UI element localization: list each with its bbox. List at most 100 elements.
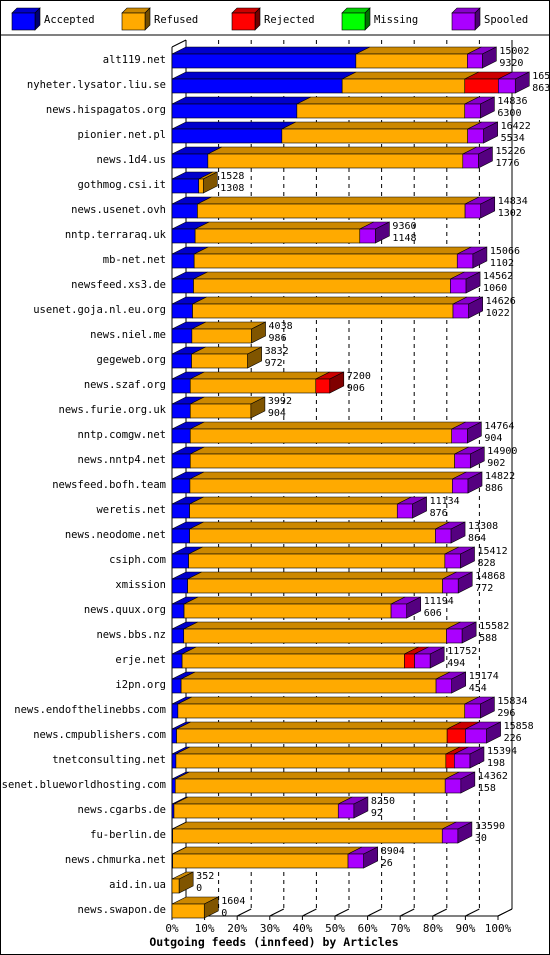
bar-accepted bbox=[171, 328, 193, 344]
offered-count-label: 14836 bbox=[497, 96, 527, 107]
category-label: news.szaf.org bbox=[84, 379, 166, 391]
offered-count-label: 1604 bbox=[221, 896, 245, 907]
bar-accepted bbox=[171, 78, 343, 94]
bar-top-refused bbox=[195, 221, 374, 230]
bar-spooled bbox=[467, 53, 483, 69]
bar-accepted bbox=[171, 428, 191, 444]
legend-label-spooled: Spooled bbox=[484, 14, 528, 26]
bar-spooled bbox=[454, 453, 471, 469]
bar-spooled bbox=[462, 153, 479, 169]
bar-accepted bbox=[171, 128, 283, 144]
accepted-count-label: 906 bbox=[347, 383, 365, 394]
bar-top-accepted bbox=[171, 121, 296, 130]
category-label: news.hispagatos.org bbox=[46, 104, 166, 116]
category-label: nntp.terraraq.uk bbox=[65, 229, 167, 241]
bar-refused bbox=[191, 353, 248, 369]
category-label: news.niel.me bbox=[90, 329, 166, 341]
bar-top-refused bbox=[207, 146, 477, 155]
plot-area: 0% 10% 20% 30% 40% 50% 60% 70% 80% 90% 100% alt119.… bbox=[0, 39, 550, 935]
x-tick-label: 30% bbox=[260, 922, 280, 935]
accepted-count-label: 902 bbox=[487, 458, 505, 469]
bar-accepted bbox=[171, 178, 200, 194]
bar-side bbox=[478, 146, 493, 169]
bar-rejected bbox=[445, 753, 455, 769]
offered-count-label: 15412 bbox=[478, 546, 508, 557]
legend-label-rejected: Rejected bbox=[264, 14, 315, 26]
bar-spooled bbox=[498, 78, 516, 94]
bar-accepted bbox=[171, 728, 177, 744]
category-label: nntp.comgw.net bbox=[77, 429, 166, 441]
category-label: aid.in.ua bbox=[109, 879, 166, 891]
bar-accepted bbox=[171, 303, 193, 319]
bar-spooled bbox=[347, 853, 364, 869]
accepted-count-label: 30 bbox=[475, 833, 487, 844]
accepted-count-label: 1302 bbox=[498, 208, 522, 219]
bar-refused bbox=[172, 853, 349, 869]
offered-count-label: 14822 bbox=[485, 471, 515, 482]
accepted-count-label: 1308 bbox=[220, 183, 244, 194]
bar-refused bbox=[207, 153, 464, 169]
bar-refused bbox=[355, 53, 468, 69]
bar-refused bbox=[189, 428, 453, 444]
category-label: news.1d4.us bbox=[96, 154, 166, 166]
legend-label-refused: Refused bbox=[154, 14, 198, 26]
bar-accepted bbox=[171, 278, 194, 294]
bar-top-refused bbox=[173, 796, 353, 805]
bar-refused bbox=[174, 778, 446, 794]
bar-top-refused bbox=[180, 671, 451, 680]
x-tick-label: 50% bbox=[325, 922, 345, 935]
bar-spooled bbox=[451, 428, 468, 444]
bar-spooled bbox=[452, 303, 469, 319]
offered-count-label: 14834 bbox=[498, 196, 528, 207]
x-tick-label: 20% bbox=[227, 922, 247, 935]
bar-accepted bbox=[171, 753, 177, 769]
bar-spooled bbox=[450, 278, 467, 294]
bar-spooled bbox=[414, 653, 431, 669]
accepted-count-label: 864 bbox=[468, 533, 486, 544]
bar-refused bbox=[197, 203, 466, 219]
offered-count-label: 4038 bbox=[269, 321, 293, 332]
offered-count-label: 14362 bbox=[478, 771, 508, 782]
category-label: newsfeed.xs3.de bbox=[71, 279, 166, 291]
x-tick-mark bbox=[367, 908, 382, 917]
bar-top-refused bbox=[172, 846, 363, 855]
offered-count-label: 11194 bbox=[424, 596, 454, 607]
bar-accepted bbox=[171, 378, 191, 394]
bar-refused bbox=[180, 678, 437, 694]
accepted-count-label: 1148 bbox=[392, 233, 416, 244]
legend-swatch-refused bbox=[121, 12, 146, 31]
category-label: tnetconsulting.net bbox=[52, 754, 166, 766]
accepted-count-label: 1102 bbox=[490, 258, 514, 269]
offered-count-label: 15394 bbox=[487, 746, 517, 757]
bar-spooled bbox=[435, 678, 453, 694]
bar-refused bbox=[189, 453, 455, 469]
bar-side bbox=[468, 296, 483, 319]
bar-refused bbox=[189, 528, 436, 544]
bar-side bbox=[363, 846, 378, 869]
bar-side bbox=[482, 46, 497, 69]
offered-count-label: 11134 bbox=[430, 496, 460, 507]
bar-side bbox=[460, 546, 475, 569]
bar-refused bbox=[171, 878, 180, 894]
accepted-count-label: 986 bbox=[269, 333, 287, 344]
accepted-count-label: 828 bbox=[478, 558, 496, 569]
bar-accepted bbox=[171, 478, 191, 494]
bar-refused bbox=[183, 628, 447, 644]
offered-count-label: 15582 bbox=[479, 621, 509, 632]
offered-count-label: 15834 bbox=[497, 696, 527, 707]
bar-refused bbox=[172, 828, 443, 844]
bar-refused bbox=[171, 903, 205, 919]
bar-accepted bbox=[171, 103, 298, 119]
category-label: usenet.goja.nl.eu.org bbox=[33, 304, 166, 316]
x-tick-mark bbox=[334, 908, 350, 917]
category-label: pionier.net.pl bbox=[77, 129, 166, 141]
category-label: mb-net.net bbox=[103, 254, 166, 266]
x-tick-mark bbox=[236, 908, 252, 917]
bar-top-accepted bbox=[171, 96, 311, 105]
bar-spooled bbox=[454, 753, 471, 769]
bar-side bbox=[467, 471, 483, 494]
x-tick-label: 60% bbox=[358, 922, 378, 935]
bar-accepted bbox=[171, 628, 185, 644]
category-label: news.swapon.de bbox=[77, 904, 166, 916]
offered-count-label: 14626 bbox=[486, 296, 516, 307]
